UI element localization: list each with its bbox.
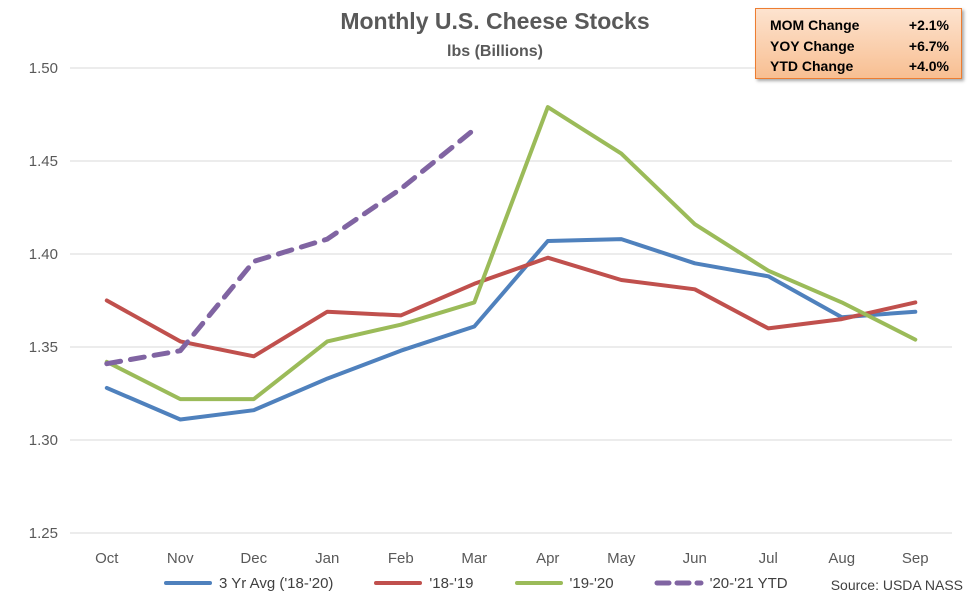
series-line	[104, 105, 918, 402]
y-tick-label: 1.50	[29, 60, 58, 77]
legend-label: '20-'21 YTD	[709, 574, 788, 592]
x-tick-label: Apr	[536, 550, 559, 567]
legend-label: 3 Yr Avg ('18-'20)	[219, 574, 334, 592]
legend: 3 Yr Avg ('18-'20) '18-'19 '19-'20 '20-'21 …	[163, 572, 828, 594]
x-tick-label: Jan	[315, 550, 339, 567]
x-tick-label: Mar	[461, 550, 487, 567]
stats-box: MOM Change +2.1% YOY Change +6.7% YTD Ch…	[755, 8, 962, 79]
stats-value: +4.0%	[908, 58, 949, 74]
x-tick-label: Sep	[902, 550, 929, 567]
y-tick-label: 1.25	[29, 525, 58, 542]
legend-swatch	[374, 581, 423, 585]
y-tick-label: 1.45	[29, 153, 58, 170]
legend-swatch	[654, 580, 704, 586]
stats-label: YOY Change	[770, 37, 855, 54]
legend-label: '19-'20	[569, 574, 614, 592]
stats-value: +2.1%	[908, 17, 949, 33]
x-tick-label: Dec	[240, 550, 267, 567]
stats-value: +6.7%	[908, 37, 949, 54]
legend-label: '18-'19	[429, 574, 474, 592]
legend-item: 3 Yr Avg ('18-'20)	[163, 575, 333, 592]
stats-label: YTD Change	[770, 58, 854, 74]
legend-item: '18-'19	[373, 574, 474, 592]
legend-item: '20-'21 YTD	[654, 575, 788, 592]
x-tick-label: Oct	[95, 550, 119, 567]
stats-row-mom: MOM Change +2.1%	[770, 15, 949, 36]
x-tick-label: Nov	[167, 550, 194, 567]
legend-swatch	[164, 581, 212, 585]
series-line	[104, 255, 918, 359]
stats-label: MOM Change	[770, 17, 860, 33]
x-tick-label: Feb	[388, 550, 414, 567]
x-tick-label: Jul	[759, 550, 778, 567]
x-tick-label: May	[607, 550, 636, 567]
chart-subtitle: lbs (Billions)	[447, 43, 543, 60]
y-tick-label: 1.30	[29, 432, 58, 449]
x-tick-label: Jun	[683, 550, 707, 567]
stats-row-ytd: YTD Change +4.0%	[770, 56, 949, 77]
y-tick-label: 1.35	[29, 339, 58, 356]
chart-title: Monthly U.S. Cheese Stocks	[340, 8, 650, 34]
legend-swatch	[514, 581, 563, 585]
stats-row-yoy: YOY Change +6.7%	[770, 36, 949, 57]
series-line	[104, 237, 918, 422]
legend-item: '19-'20	[514, 575, 614, 592]
y-tick-label: 1.40	[29, 246, 58, 263]
source-note: Source: USDA NASS	[830, 577, 963, 593]
series-line	[104, 126, 477, 367]
x-tick-label: Aug	[828, 550, 855, 567]
